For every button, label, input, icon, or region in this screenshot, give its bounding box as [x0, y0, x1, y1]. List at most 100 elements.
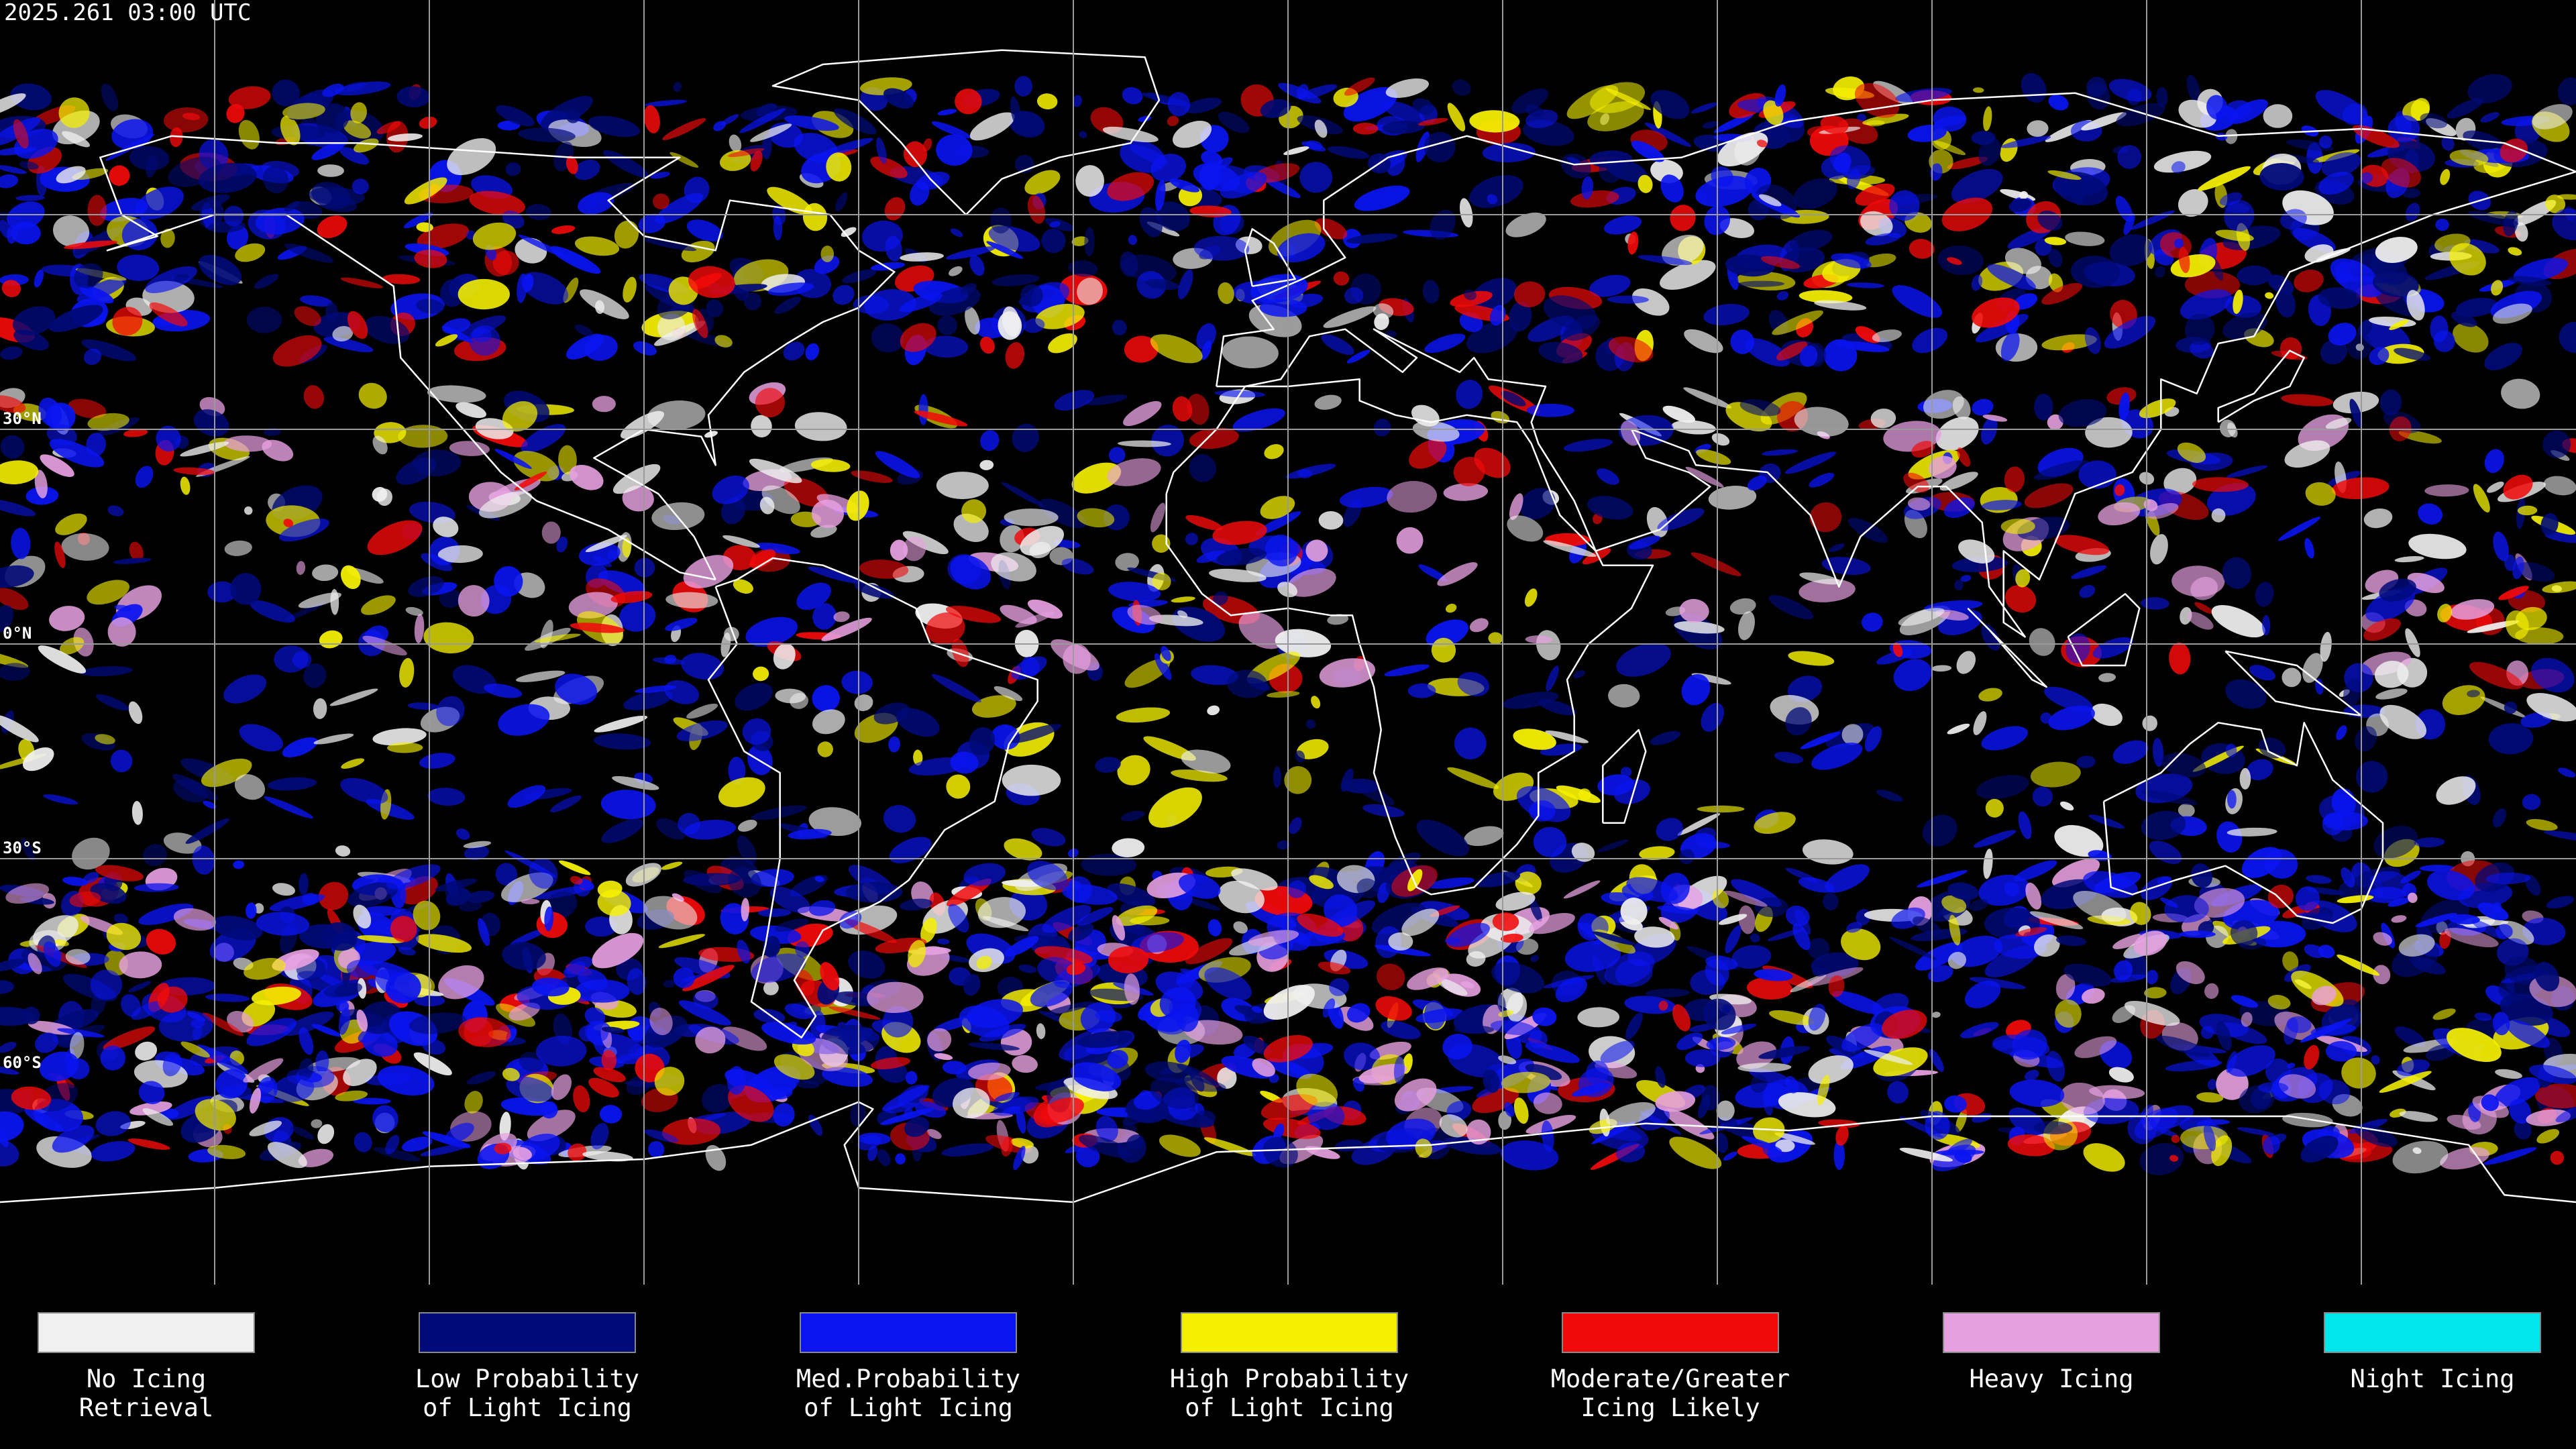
icing-patch: [1002, 764, 1061, 796]
icing-patch: [1117, 755, 1150, 786]
icing-patch: [1784, 1075, 1799, 1093]
icing-patch: [1604, 951, 1655, 986]
icing-patch: [1525, 1114, 1576, 1134]
icing-patch: [458, 585, 490, 617]
icing-patch: [1054, 390, 1095, 411]
icing-patch: [1638, 255, 1693, 266]
icing-patch: [1464, 826, 1504, 847]
icing-patch: [2108, 1067, 2134, 1083]
legend-label: Med.Probability: [796, 1364, 1020, 1393]
icing-patch: [1563, 880, 1601, 899]
icing-patch: [230, 573, 262, 605]
icing-patch: [1446, 922, 1490, 947]
icing-patch: [1519, 488, 1556, 520]
icing-patch: [1075, 165, 1104, 197]
icing-patch: [2504, 701, 2518, 714]
icing-patch: [1738, 611, 1755, 641]
icing-patch: [566, 156, 578, 174]
icing-patch: [810, 525, 837, 538]
icing-patch: [742, 718, 771, 745]
icing-patch: [1872, 329, 1902, 343]
icing-patch: [623, 690, 673, 710]
icing-patch: [1756, 140, 1768, 148]
icing-patch: [1864, 1049, 1913, 1065]
icing-patch: [2402, 188, 2421, 199]
icing-patch: [1346, 350, 1371, 364]
icing-patch: [466, 230, 476, 240]
icing-patch: [472, 222, 517, 250]
icing-patch: [980, 430, 1000, 451]
icing-patch: [721, 1026, 767, 1051]
legend-label: Icing Likely: [1580, 1393, 1760, 1422]
icing-patch: [2408, 533, 2467, 559]
icing-patch: [544, 906, 554, 932]
icing-patch: [1027, 861, 1068, 891]
icing-patch: [1697, 805, 1745, 813]
icing-patch: [11, 527, 31, 559]
icing-patch: [991, 724, 1020, 750]
icing-patch: [808, 807, 861, 837]
icing-patch: [332, 326, 354, 341]
icing-patch: [510, 927, 549, 946]
icing-patch: [1012, 423, 1039, 453]
icing-patch: [455, 402, 486, 419]
legend-label: Retrieval: [79, 1393, 213, 1422]
icing-patch: [1344, 1042, 1381, 1071]
icing-patch: [2085, 417, 2133, 448]
icing-patch: [2215, 132, 2228, 141]
icing-patch: [87, 413, 129, 431]
icing-patch: [53, 950, 62, 961]
icing-patch: [1985, 798, 2004, 818]
icing-patch: [1899, 1147, 1953, 1162]
icing-patch: [0, 1006, 35, 1026]
icing-patch: [34, 1032, 58, 1053]
icing-patch: [1631, 140, 1665, 162]
icing-patch: [1725, 925, 1741, 953]
icing-patch: [658, 934, 706, 949]
icing-patch: [87, 195, 107, 226]
icing-patch: [252, 986, 301, 1006]
icing-patch: [796, 1081, 820, 1089]
icing-patch: [1915, 942, 1963, 971]
icing-patch: [2088, 814, 2125, 829]
icing-patch: [2204, 983, 2219, 999]
icing-patch: [117, 254, 160, 281]
icing-patch: [1889, 190, 1920, 221]
icing-patch: [898, 1084, 928, 1108]
icing-field: [0, 72, 2576, 1176]
icing-patch: [299, 1027, 314, 1055]
icing-patch: [1608, 336, 1654, 363]
icing-patch: [59, 637, 85, 655]
icing-patch: [1412, 421, 1460, 442]
icing-patch: [2169, 1155, 2179, 1162]
icing-patch: [1893, 659, 1932, 692]
icing-patch: [10, 83, 52, 111]
icing-patch: [54, 939, 69, 947]
icing-patch: [1678, 849, 1695, 865]
icing-patch: [610, 590, 653, 604]
icing-patch: [1167, 115, 1179, 127]
icing-patch: [648, 1140, 665, 1158]
icing-patch: [1112, 838, 1145, 857]
icing-patch: [2398, 934, 2435, 957]
icing-patch: [2024, 483, 2074, 508]
icing-patch: [2070, 256, 2120, 288]
icing-patch: [1035, 303, 1085, 329]
icing-patch: [120, 994, 141, 1017]
icing-patch: [574, 159, 600, 180]
icing-patch: [1004, 508, 1059, 527]
icing-patch: [1702, 121, 1719, 129]
icing-patch: [313, 698, 327, 719]
icing-patch: [638, 213, 666, 233]
icing-patch: [2546, 896, 2575, 909]
icing-patch: [1546, 665, 1559, 692]
icing-patch: [1077, 1031, 1133, 1049]
icing-patch: [1711, 166, 1733, 187]
icing-patch: [1172, 121, 1212, 148]
icing-patch: [256, 1080, 275, 1095]
icing-patch: [621, 411, 665, 439]
icing-patch: [5, 883, 50, 904]
icing-patch: [1587, 496, 1633, 520]
icing-patch: [2030, 761, 2081, 788]
icing-patch: [1913, 916, 1941, 936]
